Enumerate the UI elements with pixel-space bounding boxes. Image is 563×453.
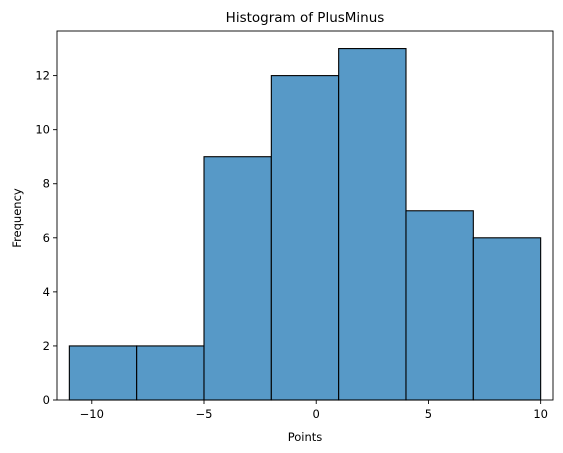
histogram-bar-3 xyxy=(270,75,340,401)
histogram-bar-4 xyxy=(338,48,407,401)
histogram-bar-5 xyxy=(405,210,474,401)
histogram-bar-2 xyxy=(203,156,272,401)
histogram-bar-6 xyxy=(472,237,542,401)
histogram-bar-0 xyxy=(68,345,138,401)
y-tick-label: 4 xyxy=(43,285,50,299)
y-tick-label: 10 xyxy=(35,123,50,137)
x-tick-label: 5 xyxy=(425,407,432,421)
x-axis-label: Points xyxy=(288,430,323,444)
y-tick-label: 6 xyxy=(43,231,50,245)
x-tick-label: −10 xyxy=(80,407,104,421)
chart-title: Histogram of PlusMinus xyxy=(226,10,385,26)
y-ticks-group: 0 2 4 6 8 10 12 xyxy=(35,69,57,407)
y-axis-label: Frequency xyxy=(10,188,24,248)
y-tick-label: 2 xyxy=(43,339,50,353)
x-tick-label: 10 xyxy=(533,407,548,421)
x-ticks-group: −10 −5 0 5 10 xyxy=(80,400,548,421)
x-tick-label: 0 xyxy=(313,407,320,421)
bars-group xyxy=(68,48,542,401)
plot-frame xyxy=(56,30,554,401)
y-tick-label: 12 xyxy=(35,69,50,83)
y-tick-label: 8 xyxy=(43,177,50,191)
x-tick-label: −5 xyxy=(196,407,213,421)
histogram-bar-1 xyxy=(136,345,205,401)
y-tick-label: 0 xyxy=(43,393,50,407)
